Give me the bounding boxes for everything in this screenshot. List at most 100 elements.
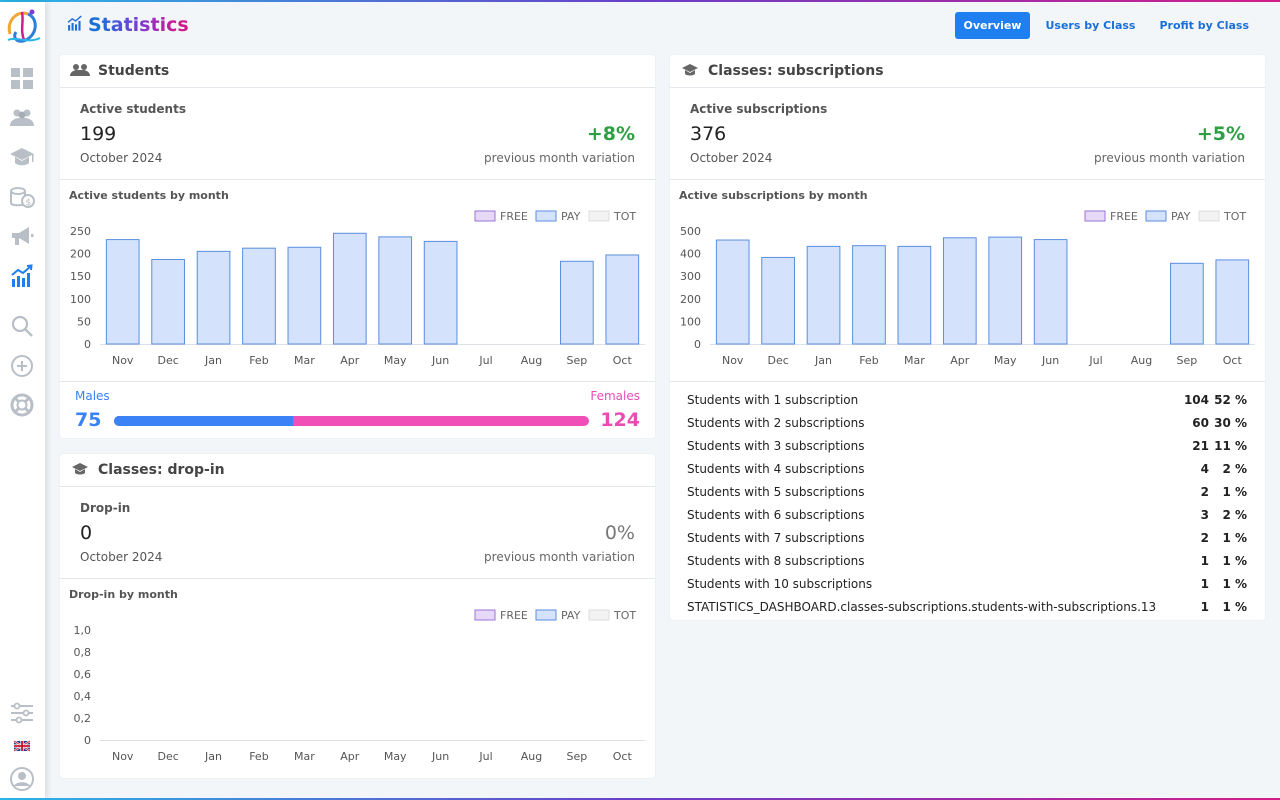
x-tick-label: Jan (814, 354, 832, 367)
row-percent: 1 % (1222, 576, 1247, 591)
x-tick-label: Mar (294, 750, 315, 763)
uk-flag-icon[interactable] (8, 732, 36, 760)
legend-label-free[interactable]: FREE (500, 609, 528, 622)
dashboard-icon[interactable] (8, 64, 36, 92)
list-item: Students with 6 subscriptions 3 2 % (670, 503, 1265, 526)
y-tick-label: 200 (680, 293, 701, 306)
tab-overview[interactable]: Overview (954, 12, 1031, 39)
x-tick-label: Dec (157, 750, 178, 763)
search-icon[interactable] (8, 312, 36, 340)
dropin-card: Classes: drop-in Drop-in 0 October 2024 … (60, 454, 655, 778)
y-tick-label: 400 (680, 248, 701, 261)
bar-pay-oct[interactable] (1215, 259, 1250, 345)
legend-label-tot[interactable]: TOT (613, 609, 636, 622)
bar-pay-feb[interactable] (852, 245, 886, 345)
bar-pay-apr[interactable] (942, 237, 977, 345)
bar-pay-may[interactable] (378, 236, 413, 345)
svg-text:$: $ (26, 198, 32, 208)
page-header: Statistics (66, 14, 189, 36)
bar-pay-dec[interactable] (151, 258, 185, 345)
bar-pay-apr[interactable] (332, 232, 367, 345)
statistics-icon[interactable] (8, 262, 36, 290)
bar-pay-nov[interactable] (105, 239, 140, 345)
row-count: 1 (1200, 599, 1209, 614)
row-count: 3 (1200, 507, 1209, 522)
x-tick-label: Jul (478, 354, 492, 367)
legend-label-free[interactable]: FREE (1110, 210, 1138, 223)
graduation-cap-icon (70, 461, 90, 480)
statistics-title-icon (66, 14, 84, 36)
legend-label-pay[interactable]: PAY (1171, 210, 1191, 223)
tab-users-by-class[interactable]: Users by Class (1045, 19, 1136, 32)
legend-label-pay[interactable]: PAY (561, 210, 581, 223)
legend-swatch-tot[interactable] (588, 210, 610, 222)
money-icon[interactable]: $ (8, 183, 36, 211)
legend-label-tot[interactable]: TOT (1223, 210, 1246, 223)
list-item: Students with 5 subscriptions 2 1 % (670, 480, 1265, 503)
bar-pay-mar[interactable] (897, 245, 932, 345)
legend-label-pay[interactable]: PAY (561, 609, 581, 622)
list-item: STATISTICS_DASHBOARD.classes-subscriptio… (670, 595, 1265, 618)
bar-pay-may[interactable] (988, 236, 1023, 345)
x-tick-label: Sep (1177, 354, 1198, 367)
x-tick-label: Mar (904, 354, 925, 367)
x-tick-label: Jun (431, 750, 449, 763)
y-tick-label: 0 (84, 338, 91, 351)
row-count: 1 (1200, 553, 1209, 568)
legend-label-free[interactable]: FREE (500, 210, 528, 223)
bar-pay-jun[interactable] (423, 240, 458, 345)
list-item: Students with 4 subscriptions 4 2 % (670, 457, 1265, 480)
x-tick-label: Oct (613, 750, 633, 763)
add-icon[interactable] (8, 352, 36, 380)
y-tick-label: 0 (694, 338, 701, 351)
users-icon[interactable] (8, 103, 36, 131)
bar-pay-jan[interactable] (806, 245, 841, 345)
legend-swatch-pay[interactable] (1145, 210, 1167, 222)
bar-pay-sep[interactable] (1170, 262, 1204, 345)
bar-pay-jun[interactable] (1033, 239, 1068, 345)
x-tick-label: Jun (431, 354, 449, 367)
settings-sliders-icon[interactable] (8, 699, 36, 727)
graduation-cap-icon[interactable] (8, 143, 36, 171)
legend-swatch-free[interactable] (474, 210, 496, 222)
bar-pay-dec[interactable] (761, 256, 795, 345)
row-percent: 52 % (1214, 392, 1247, 407)
x-tick-label: Nov (112, 750, 134, 763)
x-tick-label: Jul (1088, 354, 1102, 367)
legend-swatch-tot[interactable] (1198, 210, 1220, 222)
kpi-label: Active subscriptions (690, 102, 828, 116)
list-item: Students with 8 subscriptions 1 1 % (670, 549, 1265, 572)
kpi-label: Active students (80, 102, 186, 116)
bar-pay-jan[interactable] (196, 250, 231, 345)
x-tick-label: Oct (613, 354, 633, 367)
tab-profit-by-class[interactable]: Profit by Class (1159, 19, 1249, 32)
legend-swatch-free[interactable] (1084, 210, 1106, 222)
legend-swatch-free[interactable] (474, 609, 496, 621)
legend-label-tot[interactable]: TOT (613, 210, 636, 223)
bar-pay-mar[interactable] (287, 246, 322, 345)
megaphone-icon[interactable] (8, 222, 36, 250)
row-percent: 1 % (1222, 530, 1247, 545)
y-tick-label: 0,2 (74, 712, 92, 725)
y-tick-label: 200 (70, 248, 91, 261)
row-count: 1 (1200, 576, 1209, 591)
bar-pay-feb[interactable] (242, 247, 276, 345)
help-icon[interactable] (8, 391, 36, 419)
legend-swatch-pay[interactable] (535, 210, 557, 222)
x-tick-label: Feb (249, 750, 268, 763)
x-tick-label: Apr (340, 750, 360, 763)
row-percent: 2 % (1222, 461, 1247, 476)
kpi-date: October 2024 (690, 151, 773, 165)
x-tick-label: May (384, 750, 407, 763)
students-card-title: Students (98, 63, 170, 79)
legend-swatch-tot[interactable] (588, 609, 610, 621)
kpi-value: 0 (80, 522, 93, 544)
bar-pay-sep[interactable] (560, 260, 594, 345)
app-logo[interactable] (2, 6, 44, 46)
y-tick-label: 1,0 (74, 624, 92, 637)
legend-swatch-pay[interactable] (535, 609, 557, 621)
x-tick-label: Nov (112, 354, 134, 367)
bar-pay-oct[interactable] (605, 254, 640, 345)
user-account-icon[interactable] (8, 765, 36, 793)
bar-pay-nov[interactable] (715, 239, 750, 345)
